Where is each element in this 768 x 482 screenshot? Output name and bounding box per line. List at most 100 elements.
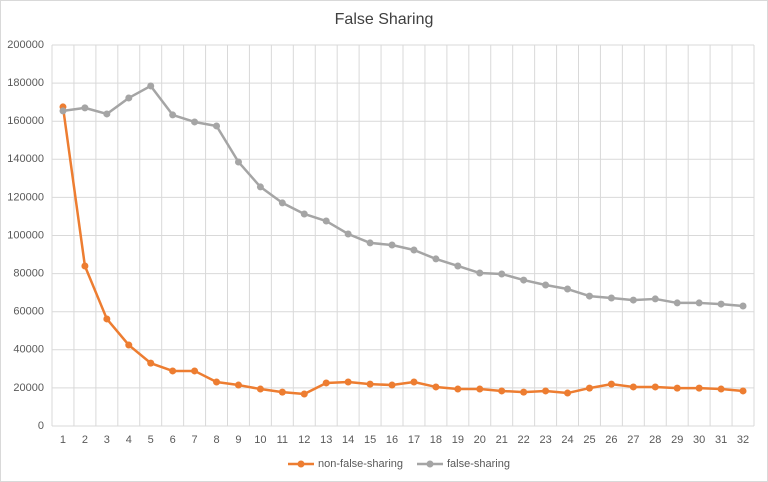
data-point [213, 122, 221, 130]
data-point [81, 262, 89, 270]
legend-label: non-false-sharing [318, 458, 403, 470]
x-tick-label: 31 [715, 434, 727, 446]
data-point [125, 341, 133, 349]
data-point [695, 299, 703, 307]
y-tick-label: 180000 [7, 77, 44, 89]
x-tick-label: 15 [364, 434, 376, 446]
y-tick-label: 100000 [7, 229, 44, 241]
x-tick-label: 10 [254, 434, 266, 446]
data-point [322, 379, 330, 387]
x-tick-label: 11 [277, 434, 288, 446]
x-tick-label: 7 [192, 434, 198, 446]
data-point [366, 239, 374, 247]
x-tick-label: 22 [518, 434, 530, 446]
data-point [585, 292, 593, 300]
y-tick-label: 140000 [7, 153, 44, 165]
x-tick-label: 3 [104, 434, 110, 446]
data-point [191, 118, 199, 126]
data-point [542, 387, 550, 395]
y-tick-label: 60000 [13, 306, 44, 318]
data-point [300, 390, 308, 398]
data-point [585, 384, 593, 392]
x-tick-label: 25 [583, 434, 595, 446]
data-point [410, 378, 418, 386]
x-tick-label: 18 [430, 434, 442, 446]
data-point [651, 383, 659, 391]
data-point [607, 380, 615, 388]
y-tick-label: 160000 [7, 115, 44, 127]
x-tick-label: 13 [320, 434, 332, 446]
data-point [520, 276, 528, 284]
data-point [103, 110, 111, 118]
data-point [344, 230, 352, 238]
data-point [717, 385, 725, 393]
data-point [278, 388, 286, 396]
series-line [61, 106, 744, 396]
data-point [476, 269, 484, 277]
data-point [234, 158, 242, 166]
x-tick-label: 9 [235, 434, 241, 446]
data-point [476, 385, 484, 393]
data-point [629, 383, 637, 391]
data-point [739, 387, 747, 395]
data-point [520, 388, 528, 396]
y-tick-label: 80000 [13, 268, 44, 280]
data-point [498, 270, 506, 278]
x-tick-label: 23 [539, 434, 551, 446]
legend-marker [297, 460, 305, 468]
x-tick-label: 21 [496, 434, 508, 446]
data-point [322, 217, 330, 225]
y-tick-label: 0 [38, 420, 44, 432]
data-point [388, 241, 396, 249]
data-point [147, 359, 155, 367]
x-tick-label: 24 [561, 434, 573, 446]
data-point [651, 295, 659, 303]
data-point [81, 104, 89, 112]
x-tick-label: 4 [126, 434, 132, 446]
x-tick-label: 14 [342, 434, 354, 446]
data-point [125, 94, 133, 102]
x-tick-label: 28 [649, 434, 661, 446]
series-line [62, 84, 744, 308]
data-point [410, 246, 418, 254]
data-point [103, 315, 111, 323]
data-point [454, 262, 462, 270]
data-point [169, 367, 177, 375]
data-point [366, 380, 374, 388]
data-point [695, 384, 703, 392]
y-tick-label: 200000 [7, 39, 44, 51]
data-point [673, 384, 681, 392]
x-tick-label: 16 [386, 434, 398, 446]
data-point [278, 199, 286, 207]
chart-title: False Sharing [335, 11, 434, 28]
data-point [717, 300, 725, 308]
data-point [498, 387, 506, 395]
data-point [169, 111, 177, 119]
x-tick-label: 5 [148, 434, 154, 446]
y-tick-label: 20000 [13, 382, 44, 394]
y-tick-label: 40000 [13, 344, 44, 356]
data-point [191, 367, 199, 375]
data-point [607, 294, 615, 302]
data-point [300, 210, 308, 218]
x-tick-label: 27 [627, 434, 639, 446]
data-point [344, 378, 352, 386]
data-point [564, 389, 572, 397]
data-point [739, 302, 747, 310]
x-tick-label: 2 [82, 434, 88, 446]
x-tick-label: 30 [693, 434, 705, 446]
data-point [542, 281, 550, 289]
data-point [59, 107, 67, 115]
x-tick-label: 32 [737, 434, 749, 446]
x-tick-label: 12 [298, 434, 310, 446]
y-tick-label: 120000 [7, 191, 44, 203]
data-point [629, 296, 637, 304]
x-tick-label: 17 [408, 434, 420, 446]
data-point [388, 381, 396, 389]
data-point [673, 299, 681, 307]
legend-marker [426, 460, 434, 468]
x-tick-label: 26 [605, 434, 617, 446]
